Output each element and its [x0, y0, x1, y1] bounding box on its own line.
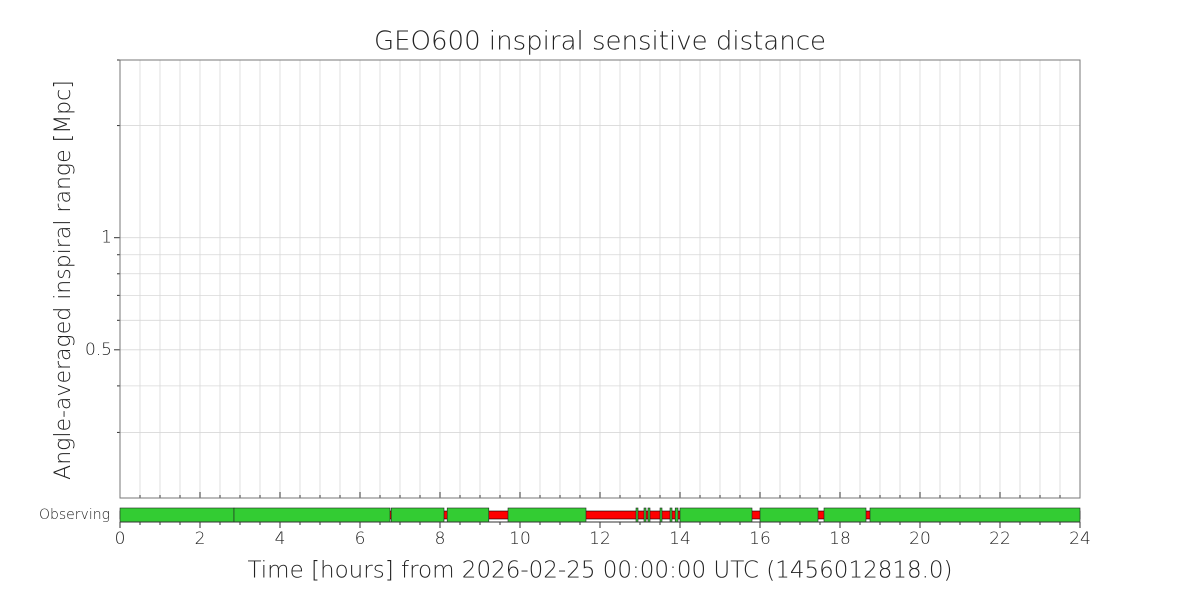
x-tick-label: 14	[669, 529, 691, 549]
active-segment	[659, 507, 663, 523]
x-tick-label: 0	[115, 529, 126, 549]
active-segment	[233, 507, 391, 523]
y-tick-label: 0.5	[85, 340, 112, 360]
active-segment	[669, 507, 673, 523]
active-segment	[635, 507, 639, 523]
x-tick-label: 8	[435, 529, 446, 549]
active-segment	[390, 507, 445, 523]
y-tick-label: 1	[101, 228, 112, 248]
active-segment	[507, 507, 587, 523]
active-segment	[647, 507, 651, 523]
plot-frame	[119, 59, 1081, 499]
x-tick-label: 2	[195, 529, 206, 549]
active-segment	[643, 507, 647, 523]
x-tick-label: 12	[589, 529, 611, 549]
flag-label: Observing	[39, 507, 110, 523]
x-tick-label: 20	[909, 529, 931, 549]
x-tick-label: 18	[829, 529, 851, 549]
active-segment	[446, 507, 490, 523]
x-tick-label: 4	[275, 529, 286, 549]
x-tick-label: 24	[1069, 529, 1091, 549]
x-tick-label: 10	[509, 529, 531, 549]
chart-title: GEO600 inspiral sensitive distance	[374, 27, 826, 57]
active-segment	[869, 507, 1081, 523]
x-axis-label: Time [hours] from 2026-02-25 00:00:00 UT…	[247, 558, 952, 584]
active-segment	[823, 507, 867, 523]
active-segment	[679, 507, 753, 523]
y-axis-label: Angle-averaged inspiral range [Mpc]	[51, 80, 76, 480]
active-segment	[119, 507, 235, 523]
active-segment	[759, 507, 819, 523]
x-tick-label: 6	[355, 529, 366, 549]
active-segment	[674, 507, 679, 523]
x-tick-label: 22	[989, 529, 1011, 549]
x-tick-label: 16	[749, 529, 771, 549]
